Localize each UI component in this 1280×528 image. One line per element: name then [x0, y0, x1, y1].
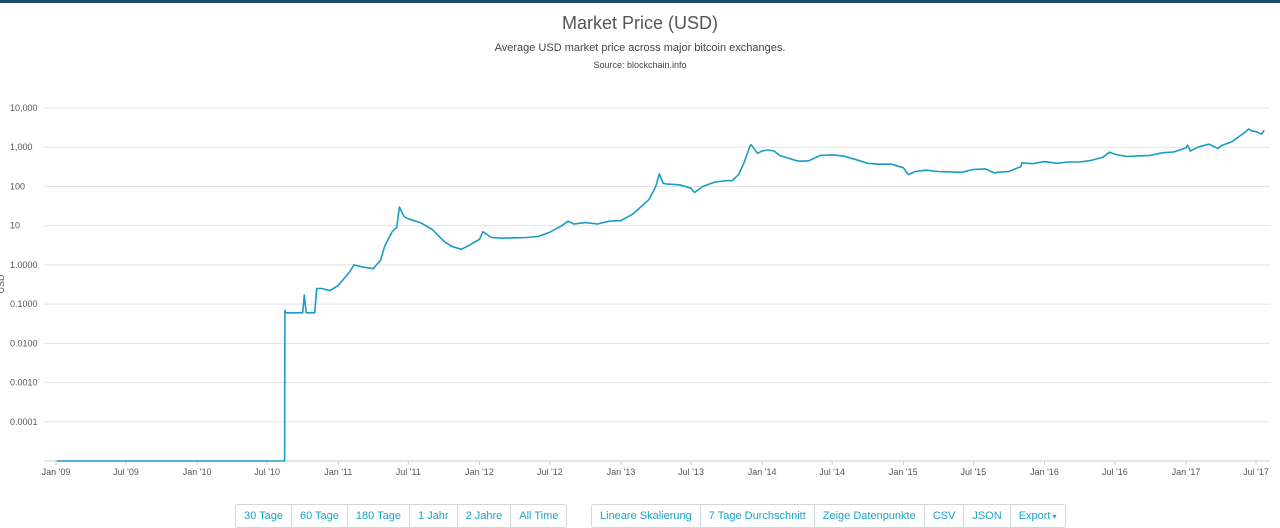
- y-tick-label: 0.0010: [10, 378, 38, 388]
- x-tick-label: Jul '12: [537, 467, 563, 477]
- chevron-down-icon: ▾: [1052, 512, 1057, 521]
- chart-source: Source: blockchain.info: [593, 60, 687, 70]
- x-tick-label: Jul '11: [396, 467, 421, 477]
- price-chart: 10,000 1,000 100 10 1.0000 0.1000 0.0100 0.0010…: [0, 103, 1270, 477]
- x-tick-label: Jul '17: [1243, 467, 1269, 477]
- x-tick-label: Jul '16: [1102, 467, 1128, 477]
- x-tick-label: Jul '14: [819, 467, 845, 477]
- x-tick-label: Jul '09: [113, 467, 139, 477]
- y-tick-label: 10,000: [10, 103, 38, 113]
- y-tick-label: 1.0000: [10, 260, 38, 270]
- x-tick-label: Jan '13: [607, 467, 636, 477]
- x-tick-label: Jan '12: [465, 467, 494, 477]
- x-tick-label: Jan '09: [42, 467, 71, 477]
- linear-scale-button[interactable]: Lineare Skalierung: [592, 505, 701, 527]
- seven-day-average-button[interactable]: 7 Tage Durchschnitt: [701, 505, 815, 527]
- x-tick-label: Jan '14: [748, 467, 777, 477]
- json-button[interactable]: JSON: [964, 505, 1011, 527]
- time-range-button-group: 30 Tage 60 Tage 180 Tage 1 Jahr 2 Jahre …: [235, 504, 568, 528]
- price-series-line: [56, 128, 1265, 462]
- top-accent-bar: [0, 0, 1280, 3]
- y-tick-label: 0.0001: [10, 417, 38, 427]
- x-tick-label: Jan '17: [1172, 467, 1201, 477]
- x-tick-label: Jan '10: [183, 467, 212, 477]
- x-tick-label: Jul '13: [678, 467, 704, 477]
- range-60-days-button[interactable]: 60 Tage: [292, 505, 348, 527]
- x-tick-label: Jul '15: [960, 467, 986, 477]
- x-tick-label: Jan '11: [324, 467, 352, 477]
- y-tick-label: 1,000: [10, 142, 33, 152]
- y-tick-label: 0.1000: [10, 299, 38, 309]
- chart-options-button-group: Lineare Skalierung 7 Tage Durchschnitt Z…: [591, 504, 1066, 528]
- y-tick-label: 10: [10, 221, 20, 231]
- x-tick-label: Jan '16: [1030, 467, 1059, 477]
- range-2-years-button[interactable]: 2 Jahre: [458, 505, 512, 527]
- export-label: Export: [1018, 510, 1051, 522]
- show-datapoints-button[interactable]: Zeige Datenpunkte: [815, 505, 925, 527]
- y-axis-label: USD: [0, 274, 6, 294]
- x-tick-label: Jul '10: [254, 467, 280, 477]
- range-all-time-button[interactable]: All Time: [519, 510, 559, 522]
- export-button[interactable]: Export ▾: [1011, 505, 1065, 527]
- range-30-days-button[interactable]: 30 Tage: [236, 505, 292, 527]
- csv-button[interactable]: CSV: [925, 505, 965, 527]
- range-1-year-button[interactable]: 1 Jahr: [410, 505, 458, 527]
- y-tick-label: 0.0100: [10, 338, 38, 348]
- x-tick-label: Jan '15: [889, 467, 918, 477]
- range-180-days-button[interactable]: 180 Tage: [348, 505, 410, 527]
- y-tick-label: 100: [10, 181, 25, 191]
- chart-title: Market Price (USD): [561, 13, 718, 33]
- chart-subtitle: Average USD market price across major bi…: [494, 42, 786, 54]
